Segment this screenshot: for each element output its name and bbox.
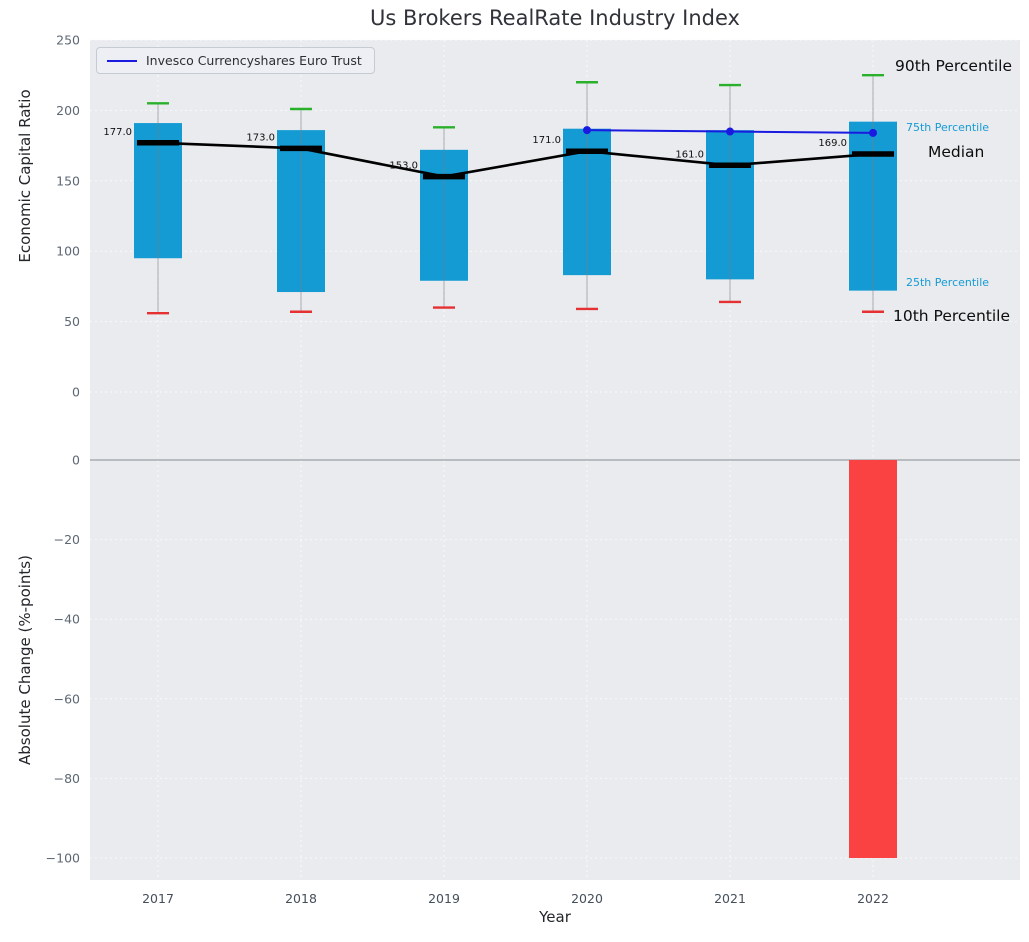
- bottom-y-tick-label: −40: [54, 612, 80, 627]
- median-line: [157, 141, 874, 178]
- x-tick-label: 2020: [571, 891, 603, 906]
- bottom-y-tick-label: −100: [46, 851, 80, 866]
- legend: Invesco Currencyshares Euro Trust: [96, 47, 375, 74]
- x-tick-label: 2022: [857, 891, 889, 906]
- x-tick-label: 2018: [285, 891, 317, 906]
- annotation-10th-percentile: 10th Percentile: [893, 307, 1011, 325]
- bottom-y-tick-label: −60: [54, 691, 80, 706]
- top-y-tick-label: 150: [56, 173, 80, 188]
- x-tick-label: 2021: [714, 891, 746, 906]
- median-value-label: 153.0: [389, 161, 418, 172]
- annotation-90th-percentile: 90th Percentile: [895, 57, 1013, 75]
- annotation-25th-percentile: 25th Percentile: [906, 276, 990, 289]
- bottom-y-tick-label: 0: [72, 453, 80, 468]
- median-value-label: 173.0: [246, 132, 275, 143]
- median-value-label: 161.0: [675, 149, 704, 160]
- top-y-axis-label: Economic Capital Ratio: [16, 89, 34, 263]
- top-y-tick-label: 200: [56, 103, 80, 118]
- median-value-label: 169.0: [818, 138, 847, 149]
- top-y-tick-label: 250: [56, 33, 80, 48]
- change-bar: [849, 460, 897, 858]
- x-tick-label: 2019: [428, 891, 460, 906]
- median-value-label: 171.0: [532, 135, 561, 146]
- legend-label: Invesco Currencyshares Euro Trust: [146, 53, 362, 68]
- chart-title: Us Brokers RealRate Industry Index: [370, 6, 740, 30]
- top-y-tick-label: 50: [64, 314, 80, 329]
- bottom-y-tick-label: −80: [54, 771, 80, 786]
- invesco-point: [869, 128, 877, 137]
- top-y-tick-label: 0: [72, 385, 80, 400]
- x-tick-label: 2017: [142, 891, 174, 906]
- bottom-y-tick-label: −20: [54, 532, 80, 547]
- annotation-75th-percentile: 75th Percentile: [906, 121, 990, 134]
- top-y-tick-label: 100: [56, 244, 80, 259]
- x-axis-label: Year: [539, 908, 571, 926]
- invesco-point: [583, 126, 591, 135]
- annotation-median: Median: [928, 143, 985, 161]
- median-value-label: 177.0: [103, 127, 132, 138]
- legend-line-sample: [107, 59, 137, 62]
- invesco-point: [726, 127, 734, 136]
- bottom-y-axis-label: Absolute Change (%-points): [16, 555, 34, 765]
